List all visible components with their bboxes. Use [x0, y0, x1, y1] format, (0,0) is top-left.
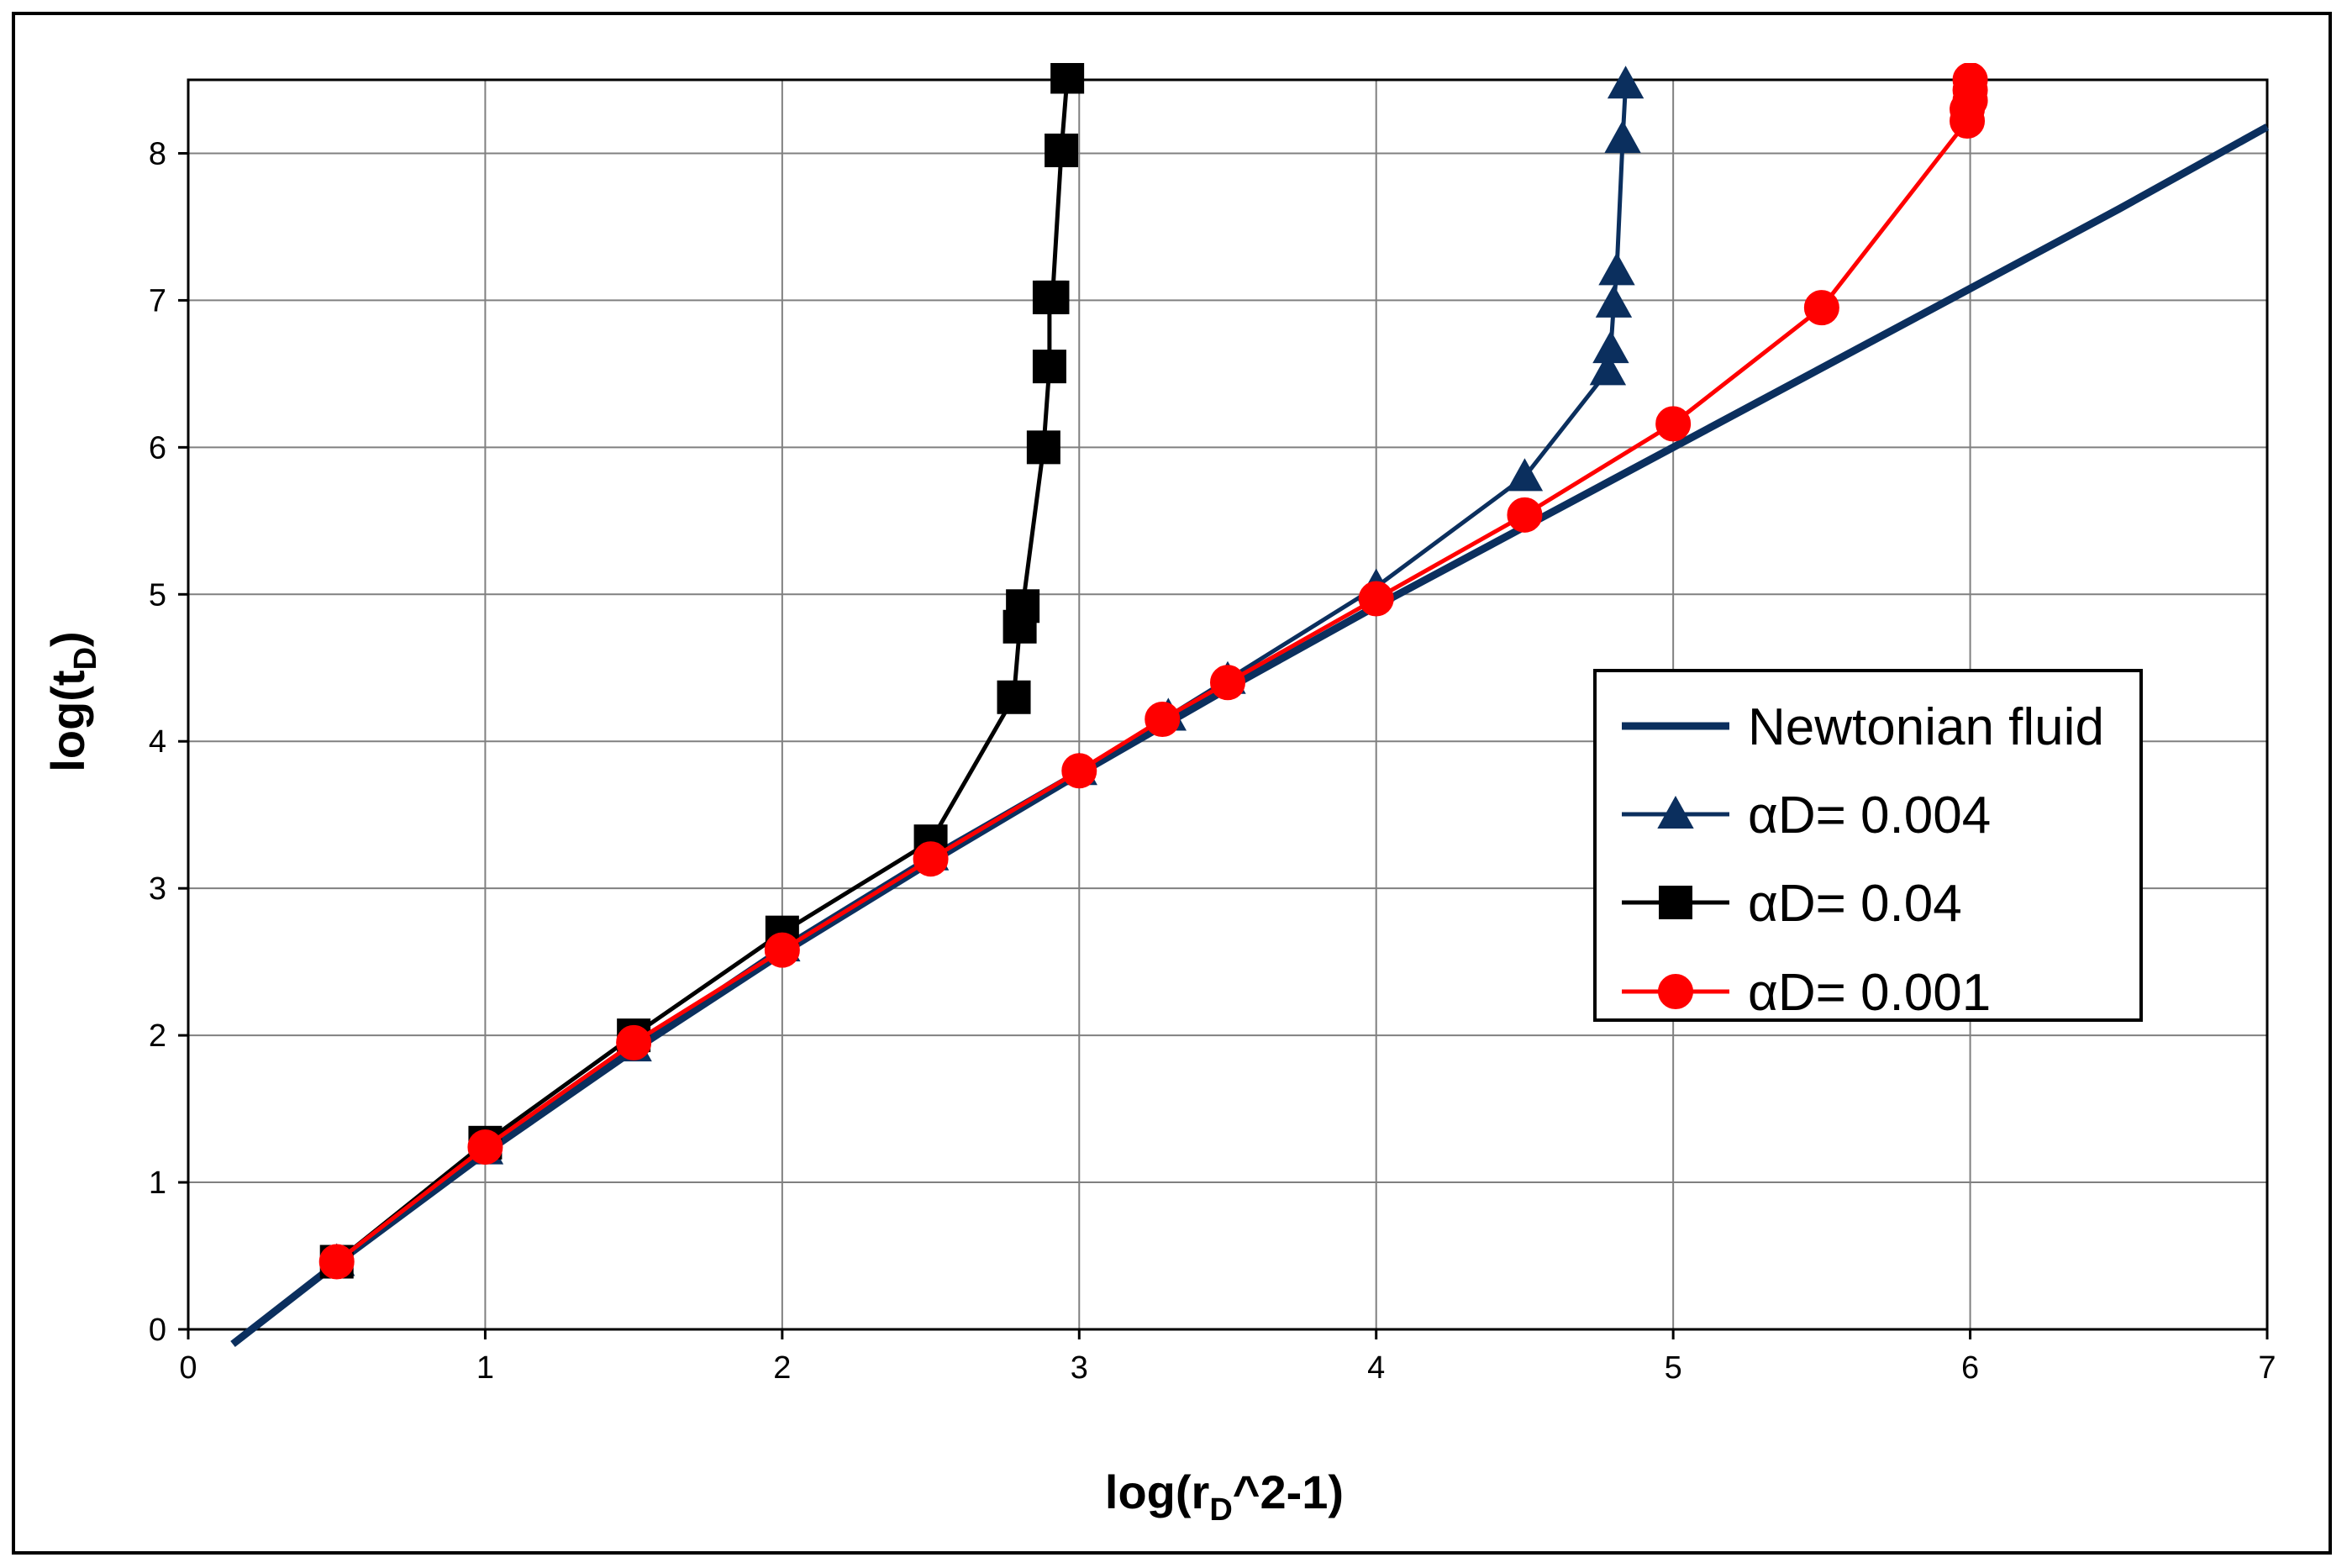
- plot-area-border: [187, 78, 2269, 1331]
- triangle-marker: [1592, 330, 1629, 364]
- legend-label: αD= 0.04: [1748, 875, 1962, 933]
- triangle-marker: [1607, 66, 1644, 99]
- series-line: [335, 76, 1070, 1264]
- y-tick-label: 3: [149, 871, 166, 907]
- legend-label: αD= 0.001: [1748, 964, 1991, 1022]
- circle-marker: [467, 1129, 503, 1165]
- square-marker: [997, 680, 1031, 714]
- triangle-marker: [1657, 795, 1694, 829]
- triangle-marker: [1589, 352, 1627, 386]
- y-tick-label: 5: [149, 577, 166, 613]
- square-marker: [1659, 886, 1692, 919]
- square-marker: [1032, 350, 1066, 384]
- x-tick-label: 6: [1961, 1350, 1979, 1386]
- y-tick-label: 2: [149, 1018, 166, 1054]
- legend-label: Newtonian fluid: [1748, 698, 2104, 756]
- circle-marker: [1952, 63, 1988, 97]
- x-tick-label: 4: [1367, 1350, 1385, 1386]
- square-marker: [1006, 589, 1040, 624]
- triangle-marker: [1506, 458, 1544, 492]
- x-tick-label: 3: [1071, 1350, 1088, 1386]
- x-tick-label: 1: [476, 1350, 494, 1386]
- square-marker: [1026, 430, 1060, 465]
- y-tick-label: 0: [149, 1313, 166, 1348]
- series-2: [319, 63, 1085, 1279]
- circle-marker: [318, 1244, 355, 1280]
- circle-marker: [1358, 581, 1394, 617]
- series-group: [230, 63, 2270, 1348]
- y-tick-label: 4: [149, 724, 166, 760]
- circle-marker: [1145, 701, 1181, 737]
- triangle-marker: [1598, 252, 1635, 286]
- circle-marker: [1803, 290, 1839, 326]
- legend: Newtonian fluid αD= 0.004 αD= 0.04 αD= 0.00…: [1593, 669, 2143, 1022]
- circle-marker: [913, 841, 949, 877]
- x-tick-label: 2: [773, 1350, 791, 1386]
- y-tick-label: 8: [149, 136, 166, 171]
- y-tick-label: 7: [149, 283, 166, 318]
- circle-marker: [1061, 753, 1097, 789]
- square-marker: [1045, 133, 1079, 167]
- square-marker: [1035, 280, 1070, 314]
- x-tick-label: 0: [179, 1350, 197, 1386]
- x-axis-title: log(rD^2-1): [1105, 1465, 1344, 1528]
- circle-marker: [1655, 406, 1692, 442]
- triangle-marker: [1595, 284, 1633, 318]
- series-line: [335, 84, 1629, 1264]
- series-1: [318, 66, 1644, 1276]
- square-marker: [1050, 63, 1085, 94]
- circle-marker: [1507, 497, 1543, 533]
- axis-ticks: 0 1 2 3 4 5 6 7 0 1 2 3 4 5 6 7 8: [149, 136, 2276, 1386]
- circle-marker: [1210, 665, 1245, 701]
- circle-marker: [1658, 974, 1693, 1009]
- x-tick-label: 7: [2258, 1350, 2276, 1386]
- y-axis-title: log(tD): [41, 631, 103, 771]
- series-3: [318, 63, 1988, 1280]
- legend-label: αD= 0.004: [1748, 787, 1991, 845]
- y-tick-label: 6: [149, 430, 166, 466]
- y-tick-label: 1: [149, 1165, 166, 1201]
- circle-marker: [616, 1024, 652, 1060]
- circle-marker: [764, 932, 800, 968]
- triangle-marker: [1604, 119, 1641, 153]
- x-tick-label: 5: [1665, 1350, 1682, 1386]
